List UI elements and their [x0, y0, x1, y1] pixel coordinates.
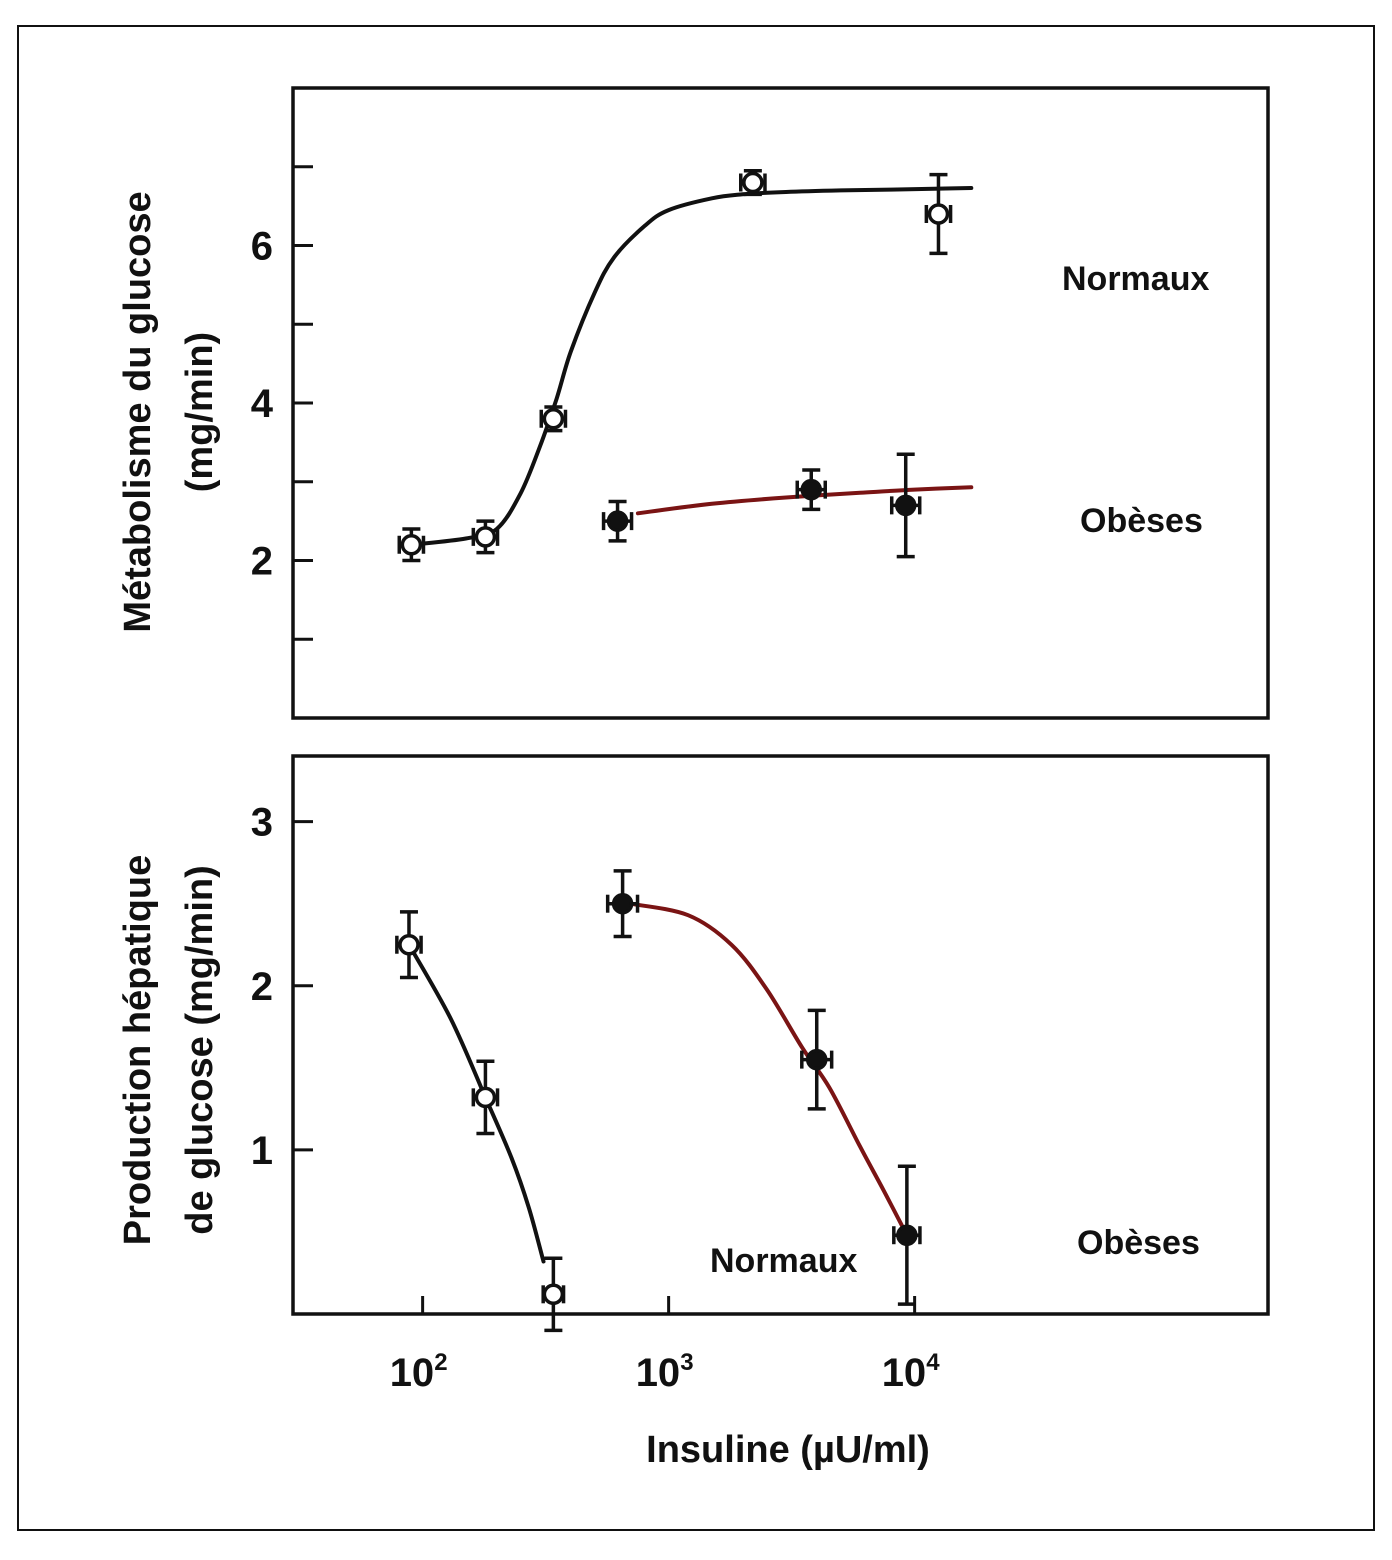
top-label-normaux: Normaux — [1062, 260, 1209, 298]
top-curve-normaux — [409, 186, 974, 547]
top-y-ticks: 2 4 6 — [251, 165, 313, 641]
bottom-point-normaux — [395, 910, 423, 980]
top-label-obeses: Obèses — [1080, 502, 1203, 540]
top-point-normaux — [539, 405, 568, 433]
top-point-obeses — [795, 468, 828, 512]
top-point-obeses — [601, 499, 634, 543]
top-y-tick-label: 4 — [251, 382, 274, 426]
top-chart: 2 4 6 Normaux Obèses Métabolisme du glucos… — [117, 86, 1270, 720]
bottom-curve-obeses — [628, 901, 909, 1238]
outer-border — [17, 25, 1375, 1531]
bottom-y-axis-label: Production hépatique de glucose (mg/min) — [117, 855, 221, 1246]
bottom-points — [395, 869, 922, 1333]
bottom-label-normaux: Normaux — [710, 1242, 857, 1280]
bottom-point-normaux — [541, 1256, 566, 1333]
bottom-y-tick-label: 2 — [251, 965, 273, 1009]
top-ylabel-line1: Métabolisme du glucose — [117, 191, 159, 632]
bottom-point-normaux — [471, 1059, 500, 1136]
bottom-curves — [407, 901, 909, 1264]
top-curves — [409, 186, 974, 547]
top-point-normaux — [739, 168, 767, 197]
top-y-tick-label: 2 — [251, 540, 273, 584]
x-tick-label: 104 — [882, 1349, 941, 1395]
top-plot-frame — [291, 86, 1270, 720]
top-point-normaux — [471, 519, 500, 555]
bottom-y-ticks: 1 2 3 — [251, 801, 313, 1173]
bottom-plot-frame — [291, 754, 1270, 1316]
x-axis-label: Insuline (µU/ml) — [646, 1429, 930, 1471]
bottom-point-obeses — [800, 1008, 834, 1111]
bottom-point-obeses — [605, 869, 640, 939]
bottom-y-tick-label: 3 — [251, 801, 273, 845]
top-ylabel-line2: (mg/min) — [179, 332, 221, 492]
bottom-ylabel-line1: Production hépatique — [117, 855, 159, 1246]
bottom-label-obeses: Obèses — [1077, 1224, 1200, 1262]
top-y-axis-label: Métabolisme du glucose (mg/min) — [117, 191, 221, 632]
bottom-chart: 1 2 3 102 103 104 Normaux Obèses Production … — [117, 754, 1270, 1471]
top-point-obeses — [889, 452, 922, 559]
top-point-normaux — [397, 527, 426, 563]
top-points — [397, 168, 953, 563]
top-y-tick-label: 6 — [251, 225, 273, 269]
x-tick-label: 102 — [390, 1349, 448, 1395]
bottom-curve-normaux — [407, 942, 546, 1264]
bottom-point-obeses — [892, 1164, 922, 1306]
top-point-normaux — [924, 172, 953, 256]
x-tick-label: 103 — [636, 1349, 694, 1395]
bottom-x-ticks: 102 103 104 — [390, 1296, 941, 1395]
bottom-y-tick-label: 1 — [251, 1129, 273, 1173]
bottom-ylabel-line2: de glucose (mg/min) — [179, 865, 221, 1234]
